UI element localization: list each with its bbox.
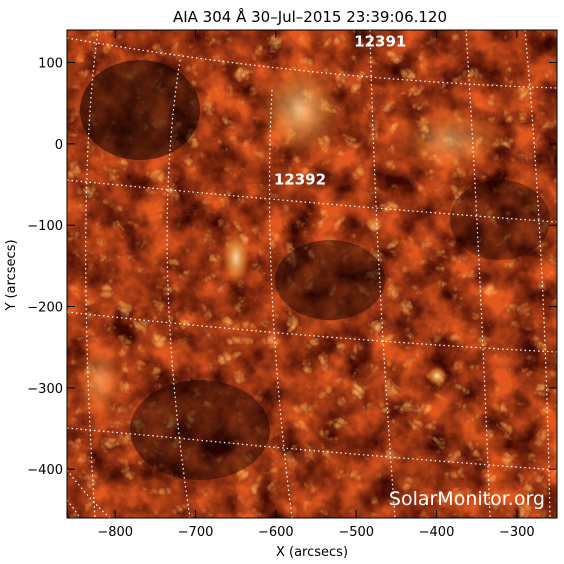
y-tick-label: −400 [27, 463, 63, 478]
y-tick-label: −100 [27, 219, 63, 234]
plot-area [67, 30, 557, 518]
y-axis-ticks: 100 0 −100 −200 −300 −400 [27, 57, 557, 478]
dark-region [130, 380, 270, 480]
y-tick-label: 0 [55, 138, 63, 153]
x-tick-label: −400 [419, 525, 455, 540]
watermark-text: SolarMonitor.org [389, 488, 545, 510]
heliographic-grid [67, 30, 557, 518]
plot-frame [66, 29, 558, 519]
active-region-label: 12391 [354, 32, 406, 50]
bright-region [427, 366, 447, 386]
x-tick-label: −800 [97, 525, 133, 540]
bright-region [390, 105, 510, 175]
bright-region [255, 60, 345, 160]
x-tick-label: −700 [178, 525, 214, 540]
y-axis-label: Y (arcsecs) [4, 239, 19, 311]
bright-region [75, 340, 125, 420]
x-axis-label: X (arcsecs) [276, 545, 348, 560]
y-tick-label: −200 [27, 301, 63, 316]
active-region-labels: 12391 12392 [274, 32, 407, 188]
image-title: AIA 304 Å 30–Jul–2015 23:39:06.120 [173, 7, 447, 26]
active-region-label: 12392 [274, 171, 326, 189]
x-tick-label: −500 [338, 525, 374, 540]
x-axis-ticks: −800 −700 −600 −500 −400 −300 [97, 30, 535, 540]
dark-region [450, 180, 550, 260]
x-tick-label: −600 [258, 525, 294, 540]
bright-region [222, 230, 250, 286]
y-tick-label: −300 [27, 382, 63, 397]
x-tick-label: −300 [499, 525, 535, 540]
dark-region [80, 60, 200, 160]
dark-region [275, 240, 385, 320]
y-tick-label: 100 [38, 57, 63, 72]
